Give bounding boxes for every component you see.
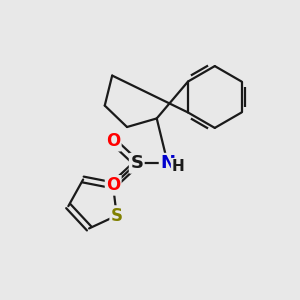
Text: N: N <box>160 154 175 172</box>
Text: O: O <box>106 176 120 194</box>
Text: S: S <box>130 154 143 172</box>
Text: H: H <box>172 159 184 174</box>
Text: O: O <box>106 132 120 150</box>
Text: S: S <box>111 207 123 225</box>
